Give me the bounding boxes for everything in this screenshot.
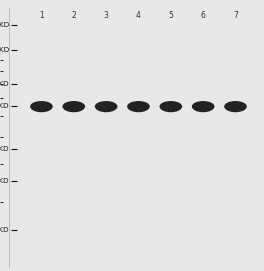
Text: 15KD: 15KD: [0, 227, 9, 233]
Text: 70KD: 70KD: [0, 80, 9, 87]
Ellipse shape: [224, 101, 247, 112]
Text: 2: 2: [72, 11, 76, 20]
Ellipse shape: [127, 101, 150, 112]
Ellipse shape: [159, 101, 182, 112]
Text: 100KD: 100KD: [0, 47, 9, 53]
Text: 25KD: 25KD: [0, 178, 9, 184]
Text: 5: 5: [168, 11, 173, 20]
Text: 1: 1: [39, 11, 44, 20]
Text: 7: 7: [233, 11, 238, 20]
Ellipse shape: [30, 101, 53, 112]
Text: 4: 4: [136, 11, 141, 20]
Text: 55KD: 55KD: [0, 104, 9, 109]
Ellipse shape: [192, 101, 214, 112]
Text: 3: 3: [104, 11, 109, 20]
Text: 130KD: 130KD: [0, 22, 9, 28]
Text: 6: 6: [201, 11, 206, 20]
Ellipse shape: [63, 101, 85, 112]
Ellipse shape: [95, 101, 117, 112]
Text: 35KD: 35KD: [0, 146, 9, 152]
